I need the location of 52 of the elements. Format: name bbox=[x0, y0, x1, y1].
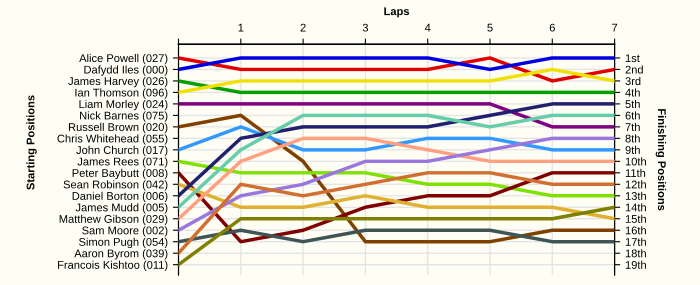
y2-tick-label: 19th bbox=[626, 260, 646, 269]
y2-tick-label: 11th bbox=[626, 168, 646, 177]
x-tick-label: 5 bbox=[487, 24, 493, 32]
y2-tick-label: 18th bbox=[626, 249, 646, 258]
category-label: Matthew Gibson (029) bbox=[60, 214, 168, 226]
category-label: James Rees (071) bbox=[77, 157, 168, 168]
y2-tick-label: 10th bbox=[626, 157, 646, 166]
y2-tick-label: 2nd bbox=[626, 65, 643, 74]
y2-tick-label: 17th bbox=[626, 238, 646, 246]
category-label: James Mudd (005) bbox=[76, 203, 168, 214]
y2-tick-label: 16th bbox=[626, 226, 646, 234]
category-label: John Church (017) bbox=[76, 146, 168, 156]
category-label: Daniel Borton (006) bbox=[72, 192, 168, 202]
line-series bbox=[178, 102, 615, 198]
y2-tick-label: 7th bbox=[626, 122, 640, 131]
category-label: Alice Powell (027) bbox=[79, 54, 168, 64]
category-label: Peter Baybutt (008) bbox=[72, 168, 168, 180]
line-series bbox=[178, 160, 615, 198]
x-tick-label: 7 bbox=[612, 24, 618, 32]
line-series bbox=[178, 182, 615, 220]
y2-tick-label: 15th bbox=[626, 214, 646, 223]
y2-tick-label: 6th bbox=[626, 111, 640, 120]
category-label: Russell Brown (020) bbox=[68, 122, 168, 134]
text: Starting Positions bbox=[26, 95, 37, 190]
category-label: Sean Robinson (042) bbox=[64, 180, 168, 191]
category-label: Liam Morley (024) bbox=[79, 100, 168, 110]
x-tick-label: 2 bbox=[300, 24, 306, 32]
category-label: Francois Kishtoo (011) bbox=[58, 260, 168, 272]
y2-tick-label: 13th bbox=[626, 192, 646, 200]
category-label: Chris Whitehead (055) bbox=[57, 134, 168, 145]
category-label: Aaron Byrom (039) bbox=[74, 249, 168, 260]
y2-tick-label: 4th bbox=[625, 88, 640, 97]
category-label: Nick Barnes (075) bbox=[80, 111, 168, 122]
y2-tick-label: 8th bbox=[626, 134, 640, 142]
category-label: Ian Thomson (096) bbox=[75, 88, 168, 99]
x-tick-label: 1 bbox=[238, 24, 244, 32]
y2-tick-label: 9th bbox=[626, 146, 640, 154]
x-tick-label: 4 bbox=[424, 24, 430, 32]
line-series bbox=[178, 114, 615, 209]
y2-tick-label: 12th bbox=[626, 180, 646, 188]
category-label: Simon Pugh (054) bbox=[79, 238, 168, 248]
y2-axis-title: Finishing Positions bbox=[656, 109, 666, 210]
category-label: James Harvey (026) bbox=[68, 76, 168, 88]
y2-tick-label: 14th bbox=[626, 203, 646, 212]
category-label: Sam Moore (002) bbox=[82, 226, 168, 237]
y2-tick-label: 1st bbox=[626, 54, 640, 62]
x-axis-title: Laps bbox=[384, 7, 410, 18]
y2-tick-label: 3rd bbox=[625, 76, 640, 86]
x-tick-label: 3 bbox=[362, 24, 368, 32]
category-label: Dafydd Iles (000) bbox=[84, 65, 168, 76]
x-tick-label: 6 bbox=[550, 24, 555, 32]
y2-tick-label: 5th bbox=[625, 100, 640, 108]
